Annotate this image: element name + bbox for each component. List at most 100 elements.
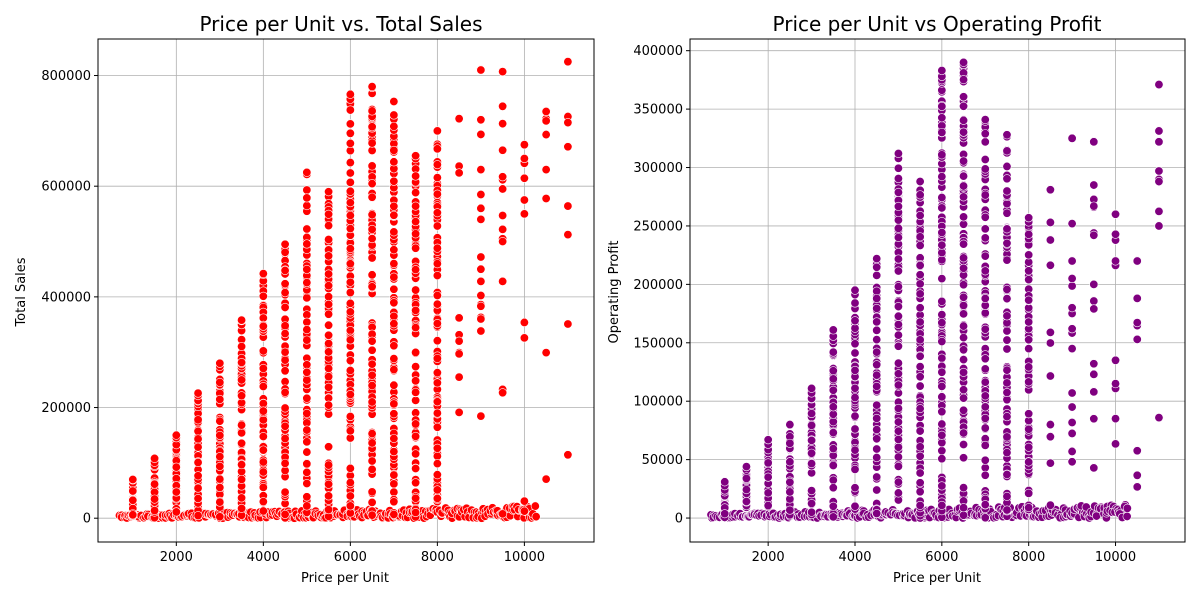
data-point — [893, 426, 903, 436]
data-point — [432, 368, 442, 378]
data-point — [476, 264, 486, 274]
data-point — [541, 165, 551, 175]
data-point — [915, 404, 925, 414]
data-point — [432, 459, 442, 469]
data-point — [128, 474, 138, 484]
data-point — [915, 442, 925, 452]
data-point — [324, 235, 334, 245]
data-point — [258, 381, 268, 391]
data-point — [1002, 432, 1012, 442]
data-point — [1002, 387, 1012, 397]
data-point — [454, 407, 464, 417]
data-point — [980, 413, 990, 423]
data-point — [258, 346, 268, 356]
data-point — [476, 276, 486, 286]
data-point — [237, 460, 247, 470]
data-point — [345, 210, 355, 220]
data-point — [893, 266, 903, 276]
data-point — [389, 227, 399, 237]
data-point — [741, 462, 751, 472]
data-point — [937, 274, 947, 284]
data-point — [1024, 250, 1034, 260]
data-point — [432, 397, 442, 407]
data-point — [980, 224, 990, 234]
data-point — [1045, 458, 1055, 468]
data-point — [893, 417, 903, 427]
data-point — [937, 240, 947, 250]
data-point — [193, 483, 203, 493]
data-point — [1002, 378, 1012, 388]
data-point — [872, 413, 882, 423]
data-point — [237, 358, 247, 368]
data-point — [915, 335, 925, 345]
data-point — [389, 487, 399, 497]
data-point — [258, 291, 268, 301]
data-point — [850, 483, 860, 493]
data-point — [389, 245, 399, 255]
data-point — [454, 349, 464, 359]
data-point — [367, 179, 377, 189]
data-point — [432, 290, 442, 300]
data-point — [980, 455, 990, 465]
data-point — [915, 270, 925, 280]
data-point — [1111, 209, 1121, 219]
data-point — [785, 457, 795, 467]
data-point — [959, 510, 969, 520]
data-point — [302, 264, 312, 274]
data-point — [959, 101, 969, 111]
data-point — [937, 353, 947, 363]
data-point — [915, 289, 925, 299]
data-point — [367, 381, 377, 391]
data-point — [1154, 137, 1164, 147]
data-point — [980, 324, 990, 334]
data-point — [1154, 126, 1164, 136]
data-point — [237, 391, 247, 401]
data-point — [959, 253, 969, 263]
data-point — [389, 509, 399, 519]
data-point — [872, 508, 882, 518]
data-point — [872, 325, 882, 335]
y-tick-label: 600000 — [41, 180, 91, 195]
chart-title: Price per Unit vs Operating Profit — [773, 12, 1102, 36]
data-point — [215, 497, 225, 507]
data-point — [530, 501, 540, 511]
data-point — [519, 333, 529, 343]
data-point — [476, 129, 486, 139]
data-point — [872, 472, 882, 482]
chart-title: Price per Unit vs. Total Sales — [199, 12, 482, 36]
x-axis-label: Price per Unit — [301, 571, 389, 586]
data-point — [959, 300, 969, 310]
data-point — [893, 282, 903, 292]
data-point — [915, 426, 925, 436]
data-point — [476, 189, 486, 199]
data-point — [937, 446, 947, 456]
data-point — [498, 145, 508, 155]
data-point — [893, 403, 903, 413]
data-point — [1002, 344, 1012, 354]
data-point — [258, 482, 268, 492]
data-point — [1132, 256, 1142, 266]
data-point — [302, 501, 312, 511]
data-point — [980, 513, 990, 523]
data-point — [937, 500, 947, 510]
data-point — [519, 209, 529, 219]
data-point — [1024, 295, 1034, 305]
data-point — [498, 184, 508, 194]
data-point — [915, 478, 925, 488]
data-point — [498, 67, 508, 77]
data-point — [1067, 324, 1077, 334]
data-point — [937, 337, 947, 347]
data-point — [1002, 311, 1012, 321]
data-point — [872, 425, 882, 435]
data-point — [432, 493, 442, 503]
data-point — [150, 506, 160, 516]
data-point — [280, 302, 290, 312]
data-point — [128, 495, 138, 505]
data-point — [324, 269, 334, 279]
data-point — [850, 445, 860, 455]
data-point — [367, 370, 377, 380]
data-point — [302, 193, 312, 203]
data-point — [915, 317, 925, 327]
data-point — [498, 101, 508, 111]
data-point — [915, 451, 925, 461]
